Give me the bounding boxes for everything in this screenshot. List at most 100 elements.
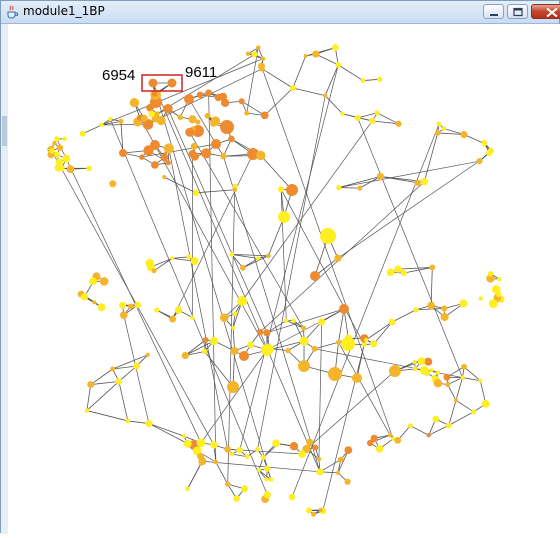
graph-node[interactable]	[151, 161, 159, 169]
graph-node[interactable]	[215, 94, 222, 101]
graph-node[interactable]	[284, 318, 288, 322]
graph-node[interactable]	[197, 92, 204, 99]
graph-node[interactable]	[256, 45, 261, 50]
graph-node[interactable]	[332, 44, 339, 51]
graph-node[interactable]	[168, 79, 177, 88]
graph-node[interactable]	[258, 63, 265, 70]
graph-node[interactable]	[394, 437, 401, 444]
graph-node[interactable]	[56, 144, 63, 151]
graph-node[interactable]	[336, 340, 341, 345]
graph-node[interactable]	[146, 259, 155, 268]
graph-node[interactable]	[272, 439, 280, 447]
graph-node[interactable]	[197, 438, 206, 447]
graph-node[interactable]	[264, 491, 271, 498]
graph-node[interactable]	[191, 257, 199, 265]
graph-node[interactable]	[442, 126, 446, 130]
graph-node[interactable]	[427, 302, 435, 310]
graph-node[interactable]	[119, 149, 127, 157]
graph-node[interactable]	[52, 141, 56, 145]
graph-node[interactable]	[417, 357, 425, 365]
graph-node[interactable]	[441, 305, 447, 311]
graph-node[interactable]	[298, 360, 310, 372]
graph-node[interactable]	[100, 277, 109, 286]
graph-node[interactable]	[203, 337, 209, 343]
graph-node[interactable]	[497, 277, 501, 281]
graph-node[interactable]	[432, 375, 437, 380]
graph-node[interactable]	[191, 152, 200, 161]
graph-node[interactable]	[233, 312, 238, 317]
graph-node[interactable]	[182, 434, 186, 438]
graph-node[interactable]	[389, 365, 401, 377]
graph-node[interactable]	[239, 98, 245, 104]
graph-node[interactable]	[256, 151, 265, 160]
graph-node[interactable]	[55, 158, 63, 166]
graph-node[interactable]	[413, 307, 418, 312]
graph-node[interactable]	[214, 460, 219, 465]
graph-node[interactable]	[395, 121, 401, 127]
graph-node[interactable]	[429, 264, 435, 270]
graph-node[interactable]	[264, 477, 268, 481]
graph-node[interactable]	[184, 94, 194, 104]
graph-node[interactable]	[482, 141, 487, 146]
graph-node[interactable]	[54, 136, 59, 141]
graph-node[interactable]	[290, 85, 296, 91]
graph-node[interactable]	[290, 442, 298, 450]
graph-node[interactable]	[266, 253, 271, 258]
graph-node[interactable]	[182, 352, 189, 359]
graph-node[interactable]	[210, 121, 216, 127]
graph-node[interactable]	[125, 419, 130, 424]
graph-node[interactable]	[316, 468, 323, 475]
graph-node[interactable]	[420, 366, 429, 375]
graph-node[interactable]	[432, 416, 439, 423]
graph-node[interactable]	[413, 367, 418, 372]
graph-node[interactable]	[186, 254, 191, 259]
graph-node[interactable]	[220, 120, 234, 134]
graph-node[interactable]	[256, 256, 260, 260]
graph-node[interactable]	[486, 150, 492, 156]
graph-node[interactable]	[311, 512, 316, 517]
graph-node[interactable]	[340, 112, 344, 116]
graph-node[interactable]	[441, 313, 449, 321]
graph-node[interactable]	[369, 118, 375, 124]
graph-node[interactable]	[434, 379, 442, 387]
graph-node[interactable]	[328, 367, 342, 381]
graph-node[interactable]	[286, 184, 298, 196]
graph-node[interactable]	[134, 302, 141, 309]
graph-node[interactable]	[148, 111, 155, 118]
graph-node[interactable]	[62, 137, 66, 141]
graph-node[interactable]	[429, 368, 433, 372]
graph-node[interactable]	[334, 255, 341, 262]
graph-node[interactable]	[352, 373, 362, 383]
graph-node[interactable]	[488, 271, 494, 277]
graph-node[interactable]	[401, 270, 407, 276]
graph-node[interactable]	[339, 304, 349, 314]
graph-canvas[interactable]: 6954 9611	[8, 24, 560, 534]
graph-node[interactable]	[394, 265, 401, 272]
graph-node[interactable]	[245, 454, 250, 459]
graph-node[interactable]	[197, 130, 203, 136]
graph-node[interactable]	[300, 337, 309, 346]
graph-node[interactable]	[496, 292, 501, 297]
graph-node[interactable]	[389, 319, 396, 326]
graph-node[interactable]	[152, 91, 157, 96]
graph-node[interactable]	[54, 152, 60, 158]
graph-node[interactable]	[269, 477, 274, 482]
graph-node[interactable]	[319, 508, 323, 512]
graph-node[interactable]	[261, 112, 269, 120]
graph-node[interactable]	[285, 348, 290, 353]
graph-node[interactable]	[190, 315, 194, 319]
graph-node[interactable]	[130, 98, 139, 107]
graph-node[interactable]	[108, 117, 112, 121]
graph-node[interactable]	[163, 104, 172, 113]
graph-node[interactable]	[109, 180, 116, 187]
graph-node[interactable]	[205, 89, 212, 96]
graph-node[interactable]	[370, 340, 377, 347]
graph-node[interactable]	[301, 326, 306, 331]
graph-node[interactable]	[86, 165, 92, 171]
graph-node[interactable]	[344, 446, 352, 454]
graph-node[interactable]	[188, 115, 196, 123]
network-graph[interactable]: 6954 9611	[8, 24, 560, 534]
graph-node[interactable]	[312, 445, 318, 451]
graph-node[interactable]	[116, 378, 123, 385]
graph-node[interactable]	[143, 145, 153, 155]
